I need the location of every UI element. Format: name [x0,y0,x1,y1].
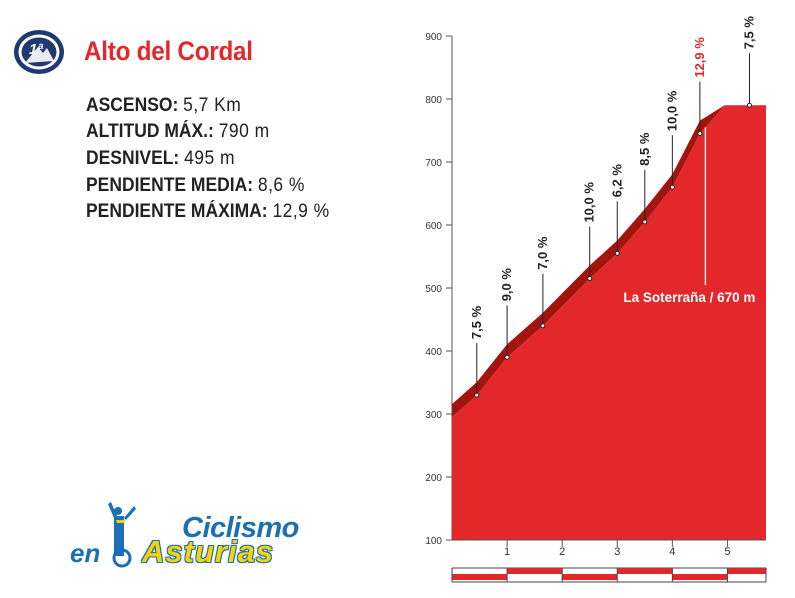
x-tick-label: 2 [559,546,565,558]
slope-label: 9,0 % [499,268,514,302]
stat-label: ALTITUD MÁX.: [86,121,214,142]
x-axis: 1 2 3 4 5 [452,539,766,558]
marker-dot [697,131,703,137]
x-tick-label: 4 [669,546,675,558]
logo-line2-prefix: en [70,538,101,568]
logo-line2-main: Asturias [142,534,275,569]
y-tick-label: 800 [425,95,442,106]
y-tick-label: 100 [425,536,442,547]
brand-logo: Ciclismo en Asturias [70,500,330,580]
slope-label: 12,9 % [692,37,707,78]
scale-bar-segment [452,574,508,580]
category-badge-icon: 1ª [14,30,64,74]
marker-dot [669,184,675,190]
slope-label: 7,5 % [741,16,756,50]
marker-dot [540,323,546,329]
stat-value: 495 m [184,148,235,169]
slope-label: 7,5 % [469,305,484,339]
x-tick-label: 3 [614,546,620,558]
stat-value: 790 m [218,121,270,142]
marker-dot [587,276,593,282]
slope-label: 10,0 % [664,90,679,131]
slope-label: 6,2 % [609,164,624,198]
y-tick-label: 900 [425,32,442,43]
category-label: 1ª [29,41,43,58]
x-tick-label: 5 [724,546,730,558]
cyclist-icon [108,502,136,568]
segment-markers: 7,5 % 9,0 % 7,0 % 10,0 % 6,2 % 8,5 % 10,0 % 12,… [469,16,756,398]
y-axis: 100 200 300 400 500 600 700 800 900 [425,32,453,547]
y-tick-label: 200 [425,473,442,484]
y-tick-label: 600 [425,221,442,232]
profile-band [452,105,766,418]
marker-dot [504,354,510,360]
stat-label: DESNIVEL: [86,148,180,169]
marker-dot [474,392,480,398]
stat-label: ASCENSO: [86,95,179,116]
distance-scale-bar [451,567,767,583]
scale-bar-segment [507,568,563,574]
stat-value: 12,9 % [272,201,330,222]
marker-dot [746,102,752,108]
stat-pendiente-maxima: PENDIENTE MÁXIMA: 12,9 % [86,201,330,223]
stat-label: PENDIENTE MÁXIMA: [86,201,268,222]
stat-pendiente-media: PENDIENTE MEDIA: 8,6 % [86,175,305,197]
marker-dot [642,219,648,225]
profile-fill [452,105,766,541]
y-tick-label: 300 [425,410,442,421]
slope-label: 10,0 % [582,182,597,223]
stat-desnivel: DESNIVEL: 495 m [86,148,235,170]
stat-altitud: ALTITUD MÁX.: 790 m [86,121,270,143]
stat-value: 8,6 % [257,175,305,196]
slope-label: 8,5 % [637,132,652,166]
logo-line1: Ciclismo [182,512,299,544]
profile-area [452,105,766,541]
marker-dot [614,250,620,256]
y-tick-label: 400 [425,347,442,358]
slope-label: 7,0 % [535,236,550,270]
scale-bar-segment [617,568,673,574]
y-tick-label: 700 [425,158,442,169]
stat-label: PENDIENTE MEDIA: [86,175,254,196]
scale-bar-segment [672,574,728,580]
annotation-label: La Soterraña / 670 m [623,290,755,305]
page-title: Alto del Cordal [84,36,253,66]
x-tick-label: 1 [504,546,510,558]
scale-bar-segment [562,574,618,580]
stat-ascenso: ASCENSO: 5,7 Km [86,95,241,117]
y-tick-label: 500 [425,284,442,295]
stat-value: 5,7 Km [183,95,242,116]
scale-bar-segment [727,568,766,574]
